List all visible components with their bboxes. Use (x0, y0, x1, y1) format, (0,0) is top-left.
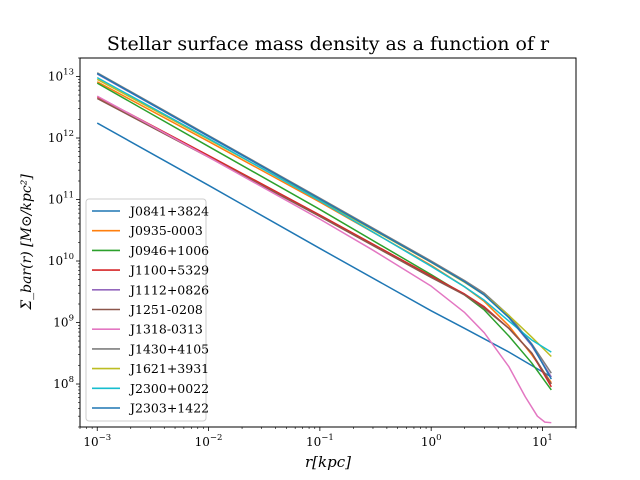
series-line-9 (96, 76, 552, 353)
x-tick-label-1: 10−2 (195, 433, 223, 449)
legend-label-8: J1621+3931 (128, 361, 209, 376)
x-axis-label: r[kpc] (305, 453, 351, 471)
legend-label-9: J2300+0022 (128, 381, 209, 396)
legend: J0841+3824 J0935-0003 J0946+1006 J1100+5329… (85, 198, 209, 422)
y-tick-label-1: 109 (53, 314, 74, 330)
legend-label-6: J1318-0313 (128, 322, 203, 337)
legend-label-3: J1100+5329 (128, 263, 209, 278)
legend-label-1: J0935-0003 (128, 223, 203, 238)
x-tick-label-2: 10−1 (306, 433, 334, 449)
chart-title: Stellar surface mass density as a functi… (107, 33, 550, 55)
ticks-layer: 10−3 10−2 10−1 100 101 108 109 1010 1011 1012 1013 (48, 57, 577, 449)
x-tick-label-0: 10−3 (83, 433, 111, 449)
legend-label-0: J0841+3824 (128, 204, 209, 219)
legend-box (85, 198, 207, 422)
series-line-6 (96, 95, 552, 424)
y-axis-label: Σ_bar(r) [M⊙/kpc²] (19, 174, 35, 311)
x-tick-label-3: 100 (421, 433, 442, 449)
series-line-0 (96, 122, 552, 378)
y-tick-label-5: 1013 (48, 68, 74, 84)
legend-label-2: J0946+1006 (128, 243, 209, 258)
legend-label-4: J1112+0826 (128, 282, 209, 297)
x-tick-label-4: 101 (532, 433, 553, 449)
y-tick-label-2: 1010 (48, 252, 74, 268)
series-layer (96, 72, 552, 424)
legend-label-10: J2303+1422 (128, 401, 209, 416)
legend-label-5: J1251-0208 (128, 302, 203, 317)
y-tick-label-4: 1012 (48, 129, 74, 145)
y-tick-label-0: 108 (53, 375, 74, 391)
series-line-10 (96, 72, 552, 380)
legend-label-7: J1430+4105 (128, 341, 209, 356)
y-tick-label-3: 1011 (48, 191, 74, 207)
series-line-5 (96, 97, 552, 385)
